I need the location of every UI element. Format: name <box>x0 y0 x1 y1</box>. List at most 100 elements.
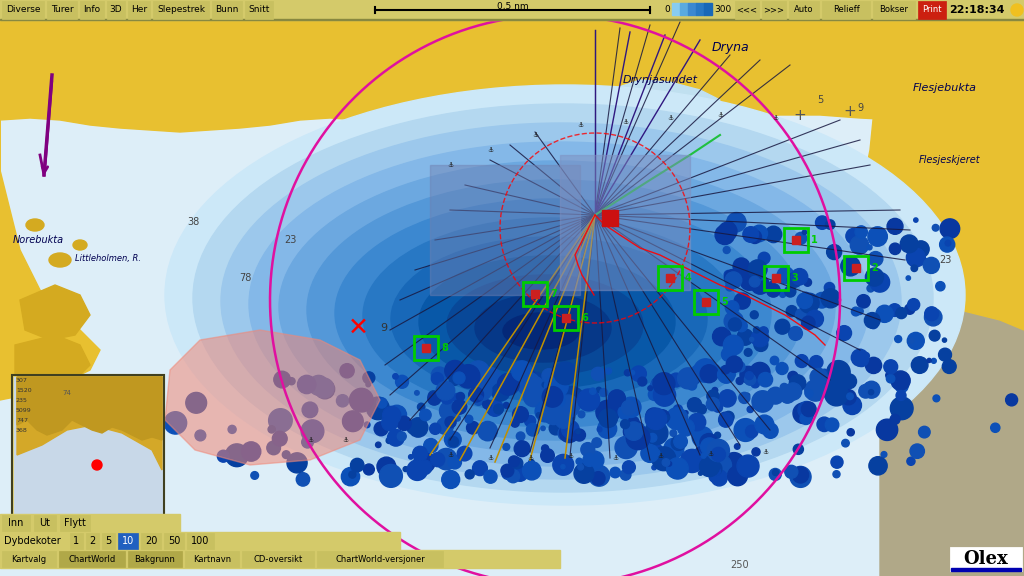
Circle shape <box>784 383 802 400</box>
Circle shape <box>558 427 571 441</box>
Text: 74: 74 <box>62 390 72 396</box>
Circle shape <box>652 447 676 471</box>
Circle shape <box>669 373 683 387</box>
Circle shape <box>308 376 329 395</box>
Circle shape <box>754 327 760 333</box>
Circle shape <box>755 415 774 434</box>
Circle shape <box>678 368 698 389</box>
Circle shape <box>719 413 733 427</box>
Text: Info: Info <box>83 6 100 14</box>
Text: 23: 23 <box>284 235 296 245</box>
Circle shape <box>432 377 436 381</box>
Circle shape <box>726 356 742 372</box>
Circle shape <box>92 460 102 470</box>
Circle shape <box>667 461 672 466</box>
Circle shape <box>751 379 760 388</box>
Text: 747: 747 <box>16 418 28 423</box>
Circle shape <box>644 421 668 445</box>
Circle shape <box>942 359 956 373</box>
Circle shape <box>796 355 808 367</box>
Bar <box>666 274 674 282</box>
Text: ✕: ✕ <box>347 316 369 340</box>
Bar <box>792 236 800 244</box>
Circle shape <box>586 451 604 469</box>
Circle shape <box>517 372 540 395</box>
Circle shape <box>542 382 548 388</box>
Circle shape <box>707 390 719 402</box>
Circle shape <box>465 375 470 380</box>
Circle shape <box>711 470 727 486</box>
Circle shape <box>502 468 514 479</box>
Polygon shape <box>590 80 720 118</box>
Circle shape <box>780 384 788 392</box>
Circle shape <box>788 327 803 340</box>
Circle shape <box>631 366 646 381</box>
Circle shape <box>696 457 703 465</box>
Circle shape <box>700 434 718 452</box>
Circle shape <box>705 446 720 461</box>
Bar <box>696 3 705 15</box>
Text: 250: 250 <box>251 560 269 570</box>
Text: 307: 307 <box>16 378 28 383</box>
Ellipse shape <box>503 313 579 349</box>
Circle shape <box>833 471 840 478</box>
Circle shape <box>820 390 826 397</box>
Circle shape <box>724 312 743 331</box>
Circle shape <box>444 431 461 448</box>
Circle shape <box>590 388 596 395</box>
Circle shape <box>798 401 815 418</box>
Circle shape <box>681 413 687 420</box>
Polygon shape <box>165 330 380 465</box>
Circle shape <box>940 219 959 238</box>
Circle shape <box>437 418 454 434</box>
Text: ⚓: ⚓ <box>667 115 673 121</box>
Circle shape <box>718 366 735 383</box>
Circle shape <box>665 438 684 458</box>
Bar <box>0 514 180 532</box>
Circle shape <box>728 371 735 378</box>
Bar <box>688 3 696 15</box>
Circle shape <box>751 225 768 242</box>
Circle shape <box>653 373 675 395</box>
Circle shape <box>397 416 412 430</box>
Text: 9: 9 <box>380 323 387 333</box>
Circle shape <box>687 397 701 412</box>
Circle shape <box>408 460 427 480</box>
Text: 7: 7 <box>550 289 557 299</box>
Text: ⚓: ⚓ <box>656 453 664 459</box>
Bar <box>317 551 443 567</box>
Bar <box>844 256 868 280</box>
Circle shape <box>382 415 397 431</box>
Circle shape <box>549 422 562 435</box>
Circle shape <box>413 446 427 461</box>
Bar <box>80 1 104 19</box>
Circle shape <box>424 438 438 453</box>
Circle shape <box>674 405 683 414</box>
Circle shape <box>814 293 829 308</box>
Circle shape <box>868 252 883 266</box>
Circle shape <box>465 415 473 423</box>
Circle shape <box>444 361 465 381</box>
Ellipse shape <box>335 199 771 427</box>
Circle shape <box>526 423 539 436</box>
Circle shape <box>802 316 815 329</box>
Circle shape <box>744 370 761 385</box>
Text: ⚓: ⚓ <box>577 122 583 128</box>
Circle shape <box>393 374 398 379</box>
Circle shape <box>509 456 519 467</box>
Circle shape <box>455 415 460 421</box>
Text: 6: 6 <box>581 313 588 323</box>
Circle shape <box>441 471 460 488</box>
Circle shape <box>653 384 676 406</box>
Text: 100: 100 <box>191 536 210 546</box>
Text: 250: 250 <box>731 560 750 570</box>
Circle shape <box>876 305 893 323</box>
Circle shape <box>523 387 527 392</box>
Circle shape <box>663 458 670 466</box>
Polygon shape <box>0 0 1024 132</box>
Text: 5: 5 <box>105 536 112 546</box>
Bar <box>2 551 56 567</box>
Circle shape <box>417 460 432 475</box>
Circle shape <box>792 268 808 285</box>
Ellipse shape <box>279 161 835 453</box>
